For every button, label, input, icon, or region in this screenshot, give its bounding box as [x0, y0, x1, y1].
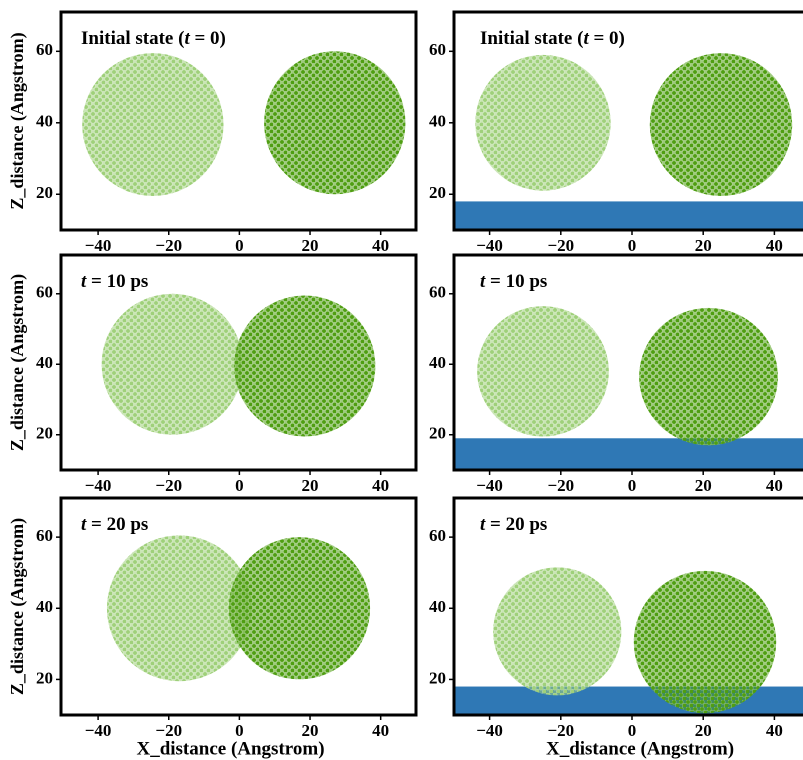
x-tick-label: 20 — [695, 476, 712, 495]
droplet — [82, 53, 223, 196]
y-tick-label: 60 — [36, 526, 53, 545]
annotation-part: Initial state ( — [81, 28, 184, 49]
x-tick-label: −40 — [85, 236, 112, 255]
substrate — [454, 201, 803, 230]
x-tick-label: 0 — [628, 721, 637, 740]
annotation: t = 10 ps — [81, 271, 148, 292]
droplet — [264, 51, 405, 194]
x-tick-label: −20 — [155, 721, 182, 740]
annotation-part: = 0) — [190, 28, 226, 49]
x-tick-label: 40 — [372, 721, 389, 740]
x-tick-label: −20 — [155, 476, 182, 495]
y-tick-label: 60 — [429, 40, 446, 59]
x-tick-label: 20 — [302, 236, 319, 255]
figure: −40 −20 0 20 40 20 40 60 Initial state (t = 0) Z_… — [0, 0, 803, 760]
y-tick-label: 60 — [429, 283, 446, 302]
y-tick-label: 60 — [429, 526, 446, 545]
x-tick-label: −40 — [476, 236, 503, 255]
x-tick-label: 20 — [695, 236, 712, 255]
annotation-part: Initial state ( — [480, 28, 583, 49]
y-axis-label: Z_distance (Angstrom) — [7, 32, 28, 209]
panel: −40 −20 0 20 40 20 40 60 t = 20 ps X_distance (An… — [429, 498, 803, 759]
x-tick-label: 0 — [235, 721, 244, 740]
x-tick-label: 40 — [766, 236, 783, 255]
droplet — [229, 537, 370, 679]
y-tick-label: 20 — [36, 183, 53, 202]
x-tick-label: 40 — [766, 721, 783, 740]
y-tick-label: 20 — [429, 424, 446, 443]
y-tick-label: 40 — [429, 112, 446, 131]
x-axis-label: X_distance (Angstrom) — [136, 738, 324, 759]
x-tick-label: −40 — [85, 476, 112, 495]
plot-area — [107, 535, 370, 681]
annotation: Initial state (t = 0) — [480, 28, 625, 49]
x-tick-label: 40 — [766, 476, 783, 495]
y-tick-label: 60 — [36, 40, 53, 59]
droplet — [493, 567, 621, 695]
substrate — [454, 438, 803, 470]
y-tick-label: 20 — [36, 424, 53, 443]
annotation: Initial state (t = 0) — [81, 28, 226, 49]
droplet — [102, 294, 243, 435]
x-tick-label: −20 — [547, 476, 574, 495]
droplet — [650, 53, 792, 196]
x-tick-label: 40 — [372, 476, 389, 495]
y-tick-label: 20 — [429, 668, 446, 687]
y-tick-label: 40 — [36, 597, 53, 616]
plot-area — [454, 53, 803, 230]
panel: −40 −20 0 20 40 20 40 60 t = 10 ps Z_distance (An… — [7, 255, 416, 495]
droplet — [634, 571, 776, 713]
annotation-part: = 10 ps — [485, 271, 547, 292]
y-axis-label: Z_distance (Angstrom) — [7, 274, 28, 451]
annotation: t = 10 ps — [480, 271, 547, 292]
x-tick-label: −40 — [476, 721, 503, 740]
x-tick-label: 0 — [235, 236, 244, 255]
plot-area — [82, 51, 405, 196]
x-tick-label: −40 — [85, 721, 112, 740]
x-tick-label: 20 — [302, 476, 319, 495]
y-tick-label: 40 — [429, 353, 446, 372]
annotation: t = 20 ps — [81, 514, 148, 535]
y-tick-label: 20 — [36, 668, 53, 687]
droplet — [234, 296, 375, 437]
annotation-part: = 20 ps — [86, 514, 148, 535]
panel: −40 −20 0 20 40 20 40 60 t = 10 ps — [429, 255, 803, 495]
x-axis-label: X_distance (Angstrom) — [546, 738, 734, 759]
droplet — [477, 306, 609, 436]
x-tick-label: 20 — [302, 721, 319, 740]
y-tick-label: 40 — [36, 112, 53, 131]
y-tick-label: 20 — [429, 183, 446, 202]
annotation-part: = 10 ps — [86, 271, 148, 292]
annotation-part: = 0) — [589, 28, 625, 49]
x-tick-label: 40 — [372, 236, 389, 255]
plot-area — [454, 567, 803, 715]
droplet — [475, 55, 610, 191]
x-tick-label: −40 — [476, 476, 503, 495]
y-tick-label: 40 — [36, 353, 53, 372]
y-tick-label: 40 — [429, 597, 446, 616]
x-tick-label: 0 — [628, 236, 637, 255]
y-axis-label: Z_distance (Angstrom) — [7, 518, 28, 695]
x-tick-label: −20 — [155, 236, 182, 255]
x-tick-label: 0 — [235, 476, 244, 495]
x-tick-label: −20 — [547, 236, 574, 255]
panel: −40 −20 0 20 40 20 40 60 t = 20 ps Z_distance (An… — [7, 498, 416, 759]
y-tick-label: 60 — [36, 283, 53, 302]
plot-area — [454, 306, 803, 470]
plot-area — [102, 294, 376, 437]
x-tick-label: 0 — [628, 476, 637, 495]
x-tick-label: 20 — [695, 721, 712, 740]
annotation-part: = 20 ps — [485, 514, 547, 535]
panel: −40 −20 0 20 40 20 40 60 Initial state (t = 0) — [429, 12, 803, 255]
panel: −40 −20 0 20 40 20 40 60 Initial state (t = 0) Z_… — [7, 12, 416, 255]
droplet — [639, 308, 778, 445]
x-tick-label: −20 — [547, 721, 574, 740]
annotation: t = 20 ps — [480, 514, 547, 535]
